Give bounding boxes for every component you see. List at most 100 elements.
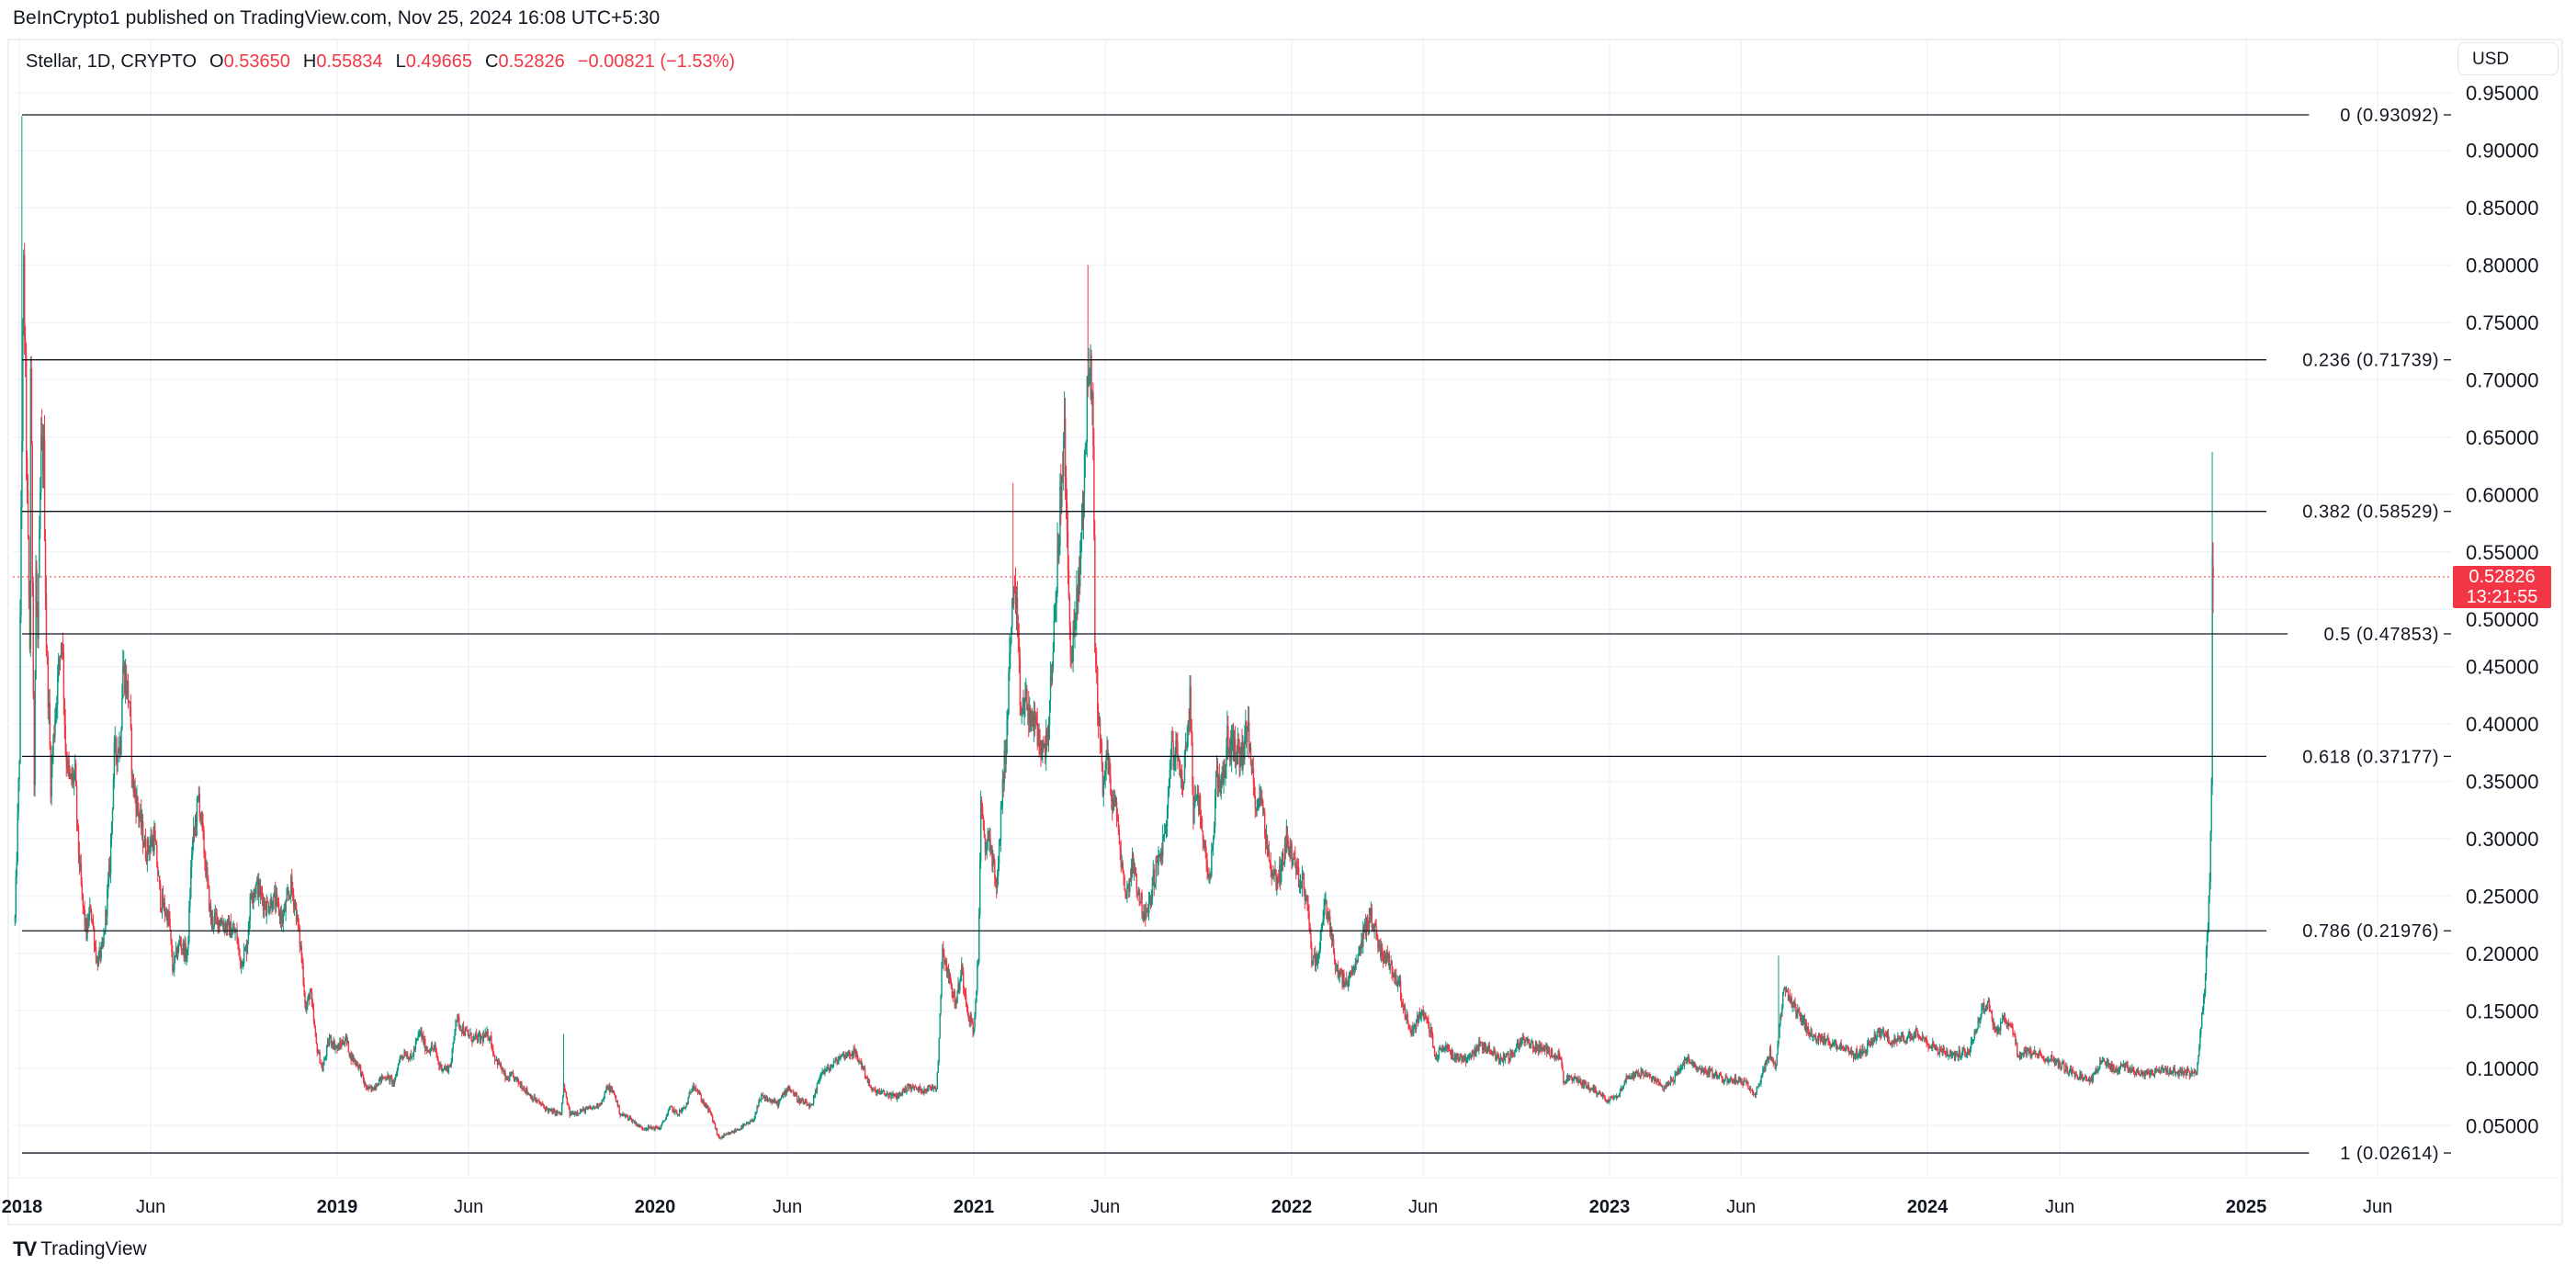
candle-body [1344,985,1346,987]
candle-body [133,786,135,793]
candle-body [1074,619,1076,638]
candle-body [1537,1046,1540,1052]
candle-body [872,1089,874,1092]
candle-body [742,1124,744,1129]
candle-body [1731,1077,1733,1080]
candle-body [969,1014,972,1022]
candle-body [1778,1037,1779,1045]
candle-body [552,1110,554,1114]
candle-body [1786,988,1789,992]
candle-body [775,1101,777,1104]
candle-body [861,1060,863,1067]
candle-body [1341,974,1343,984]
candle-body [1622,1086,1625,1090]
candle-body [758,1101,760,1107]
candle-body [407,1055,409,1059]
candle-body [961,964,963,976]
candle-body [1693,1062,1695,1066]
candle-body [179,940,182,945]
candle-body [1943,1047,1945,1052]
candle-body [1720,1074,1723,1077]
candle-body [511,1073,513,1076]
candle-body [2005,1020,2008,1027]
candle-body [1140,893,1142,904]
candle-body [1213,837,1215,845]
candle-body [1968,1051,1970,1054]
candle-body [341,1044,343,1046]
candle-body [947,969,950,978]
candle-body [772,1101,774,1103]
candle-body [723,1135,725,1137]
candle-body [1164,832,1166,835]
candle-body [654,1125,656,1130]
candle-body [1837,1048,1840,1050]
candle-body [730,1131,733,1133]
candle-body [92,919,94,923]
candle-body [1274,869,1276,874]
candle-body [1560,1058,1562,1060]
candle-body [234,932,236,933]
candle-body [568,1104,570,1108]
candle-body [2171,1072,2174,1074]
candle-body [594,1107,597,1109]
candle-body [1105,755,1107,771]
candle-body [1939,1046,1942,1050]
candle-body [1796,1013,1798,1018]
candle-body [147,839,150,851]
candle-body [1252,768,1255,783]
candle-body [199,816,201,818]
candle-body [613,1090,616,1095]
candle-body [1183,753,1186,784]
candle-body [80,864,83,884]
candle-body [1288,847,1290,851]
candle-body [1079,558,1081,587]
candle-body [1231,736,1234,740]
candle-body [41,438,44,472]
candle-body [90,905,92,912]
candle-body [700,1095,703,1101]
candle-body [1474,1046,1475,1056]
candle-body [1949,1050,1951,1056]
candle-body [20,507,22,616]
candle-body [1166,808,1169,827]
candle-body [1713,1074,1715,1077]
candle-body [1474,1046,1476,1054]
candle-body [2127,1065,2129,1072]
candle-body [839,1057,841,1060]
candle-body [708,1109,710,1112]
candle-body [1293,856,1294,860]
candle-body [1766,1061,1768,1064]
candle-body [894,1093,896,1097]
candle-body [718,1136,720,1139]
candle-body [1548,1046,1550,1050]
candle-body [1573,1076,1575,1081]
candle-body [1779,1014,1781,1026]
candle-body [1121,863,1123,867]
candle-body [1387,954,1390,958]
candle-body [847,1050,850,1055]
candle-body [1052,651,1055,669]
candle-body [1854,1055,1857,1058]
candle-body [562,1085,565,1096]
candle-body [58,659,60,674]
candle-body [284,907,286,912]
candle-body [1828,1040,1830,1045]
candle-body [650,1125,652,1128]
candle-body [1535,1042,1538,1050]
candle-body [887,1093,889,1098]
candle-body [2052,1058,2055,1060]
candle-body [1619,1090,1621,1095]
candle-body [417,1034,419,1038]
candle-body [2141,1071,2143,1076]
candle-body [1442,1045,1444,1050]
candle-body [1216,765,1219,788]
candle-body [906,1090,908,1092]
candle-body [206,867,208,876]
candle-body [1887,1033,1890,1041]
candle-body [1040,752,1042,754]
candle-body [1169,756,1172,770]
candle-body [1598,1092,1599,1094]
candle-body [958,984,960,990]
candle-body [2168,1072,2170,1074]
